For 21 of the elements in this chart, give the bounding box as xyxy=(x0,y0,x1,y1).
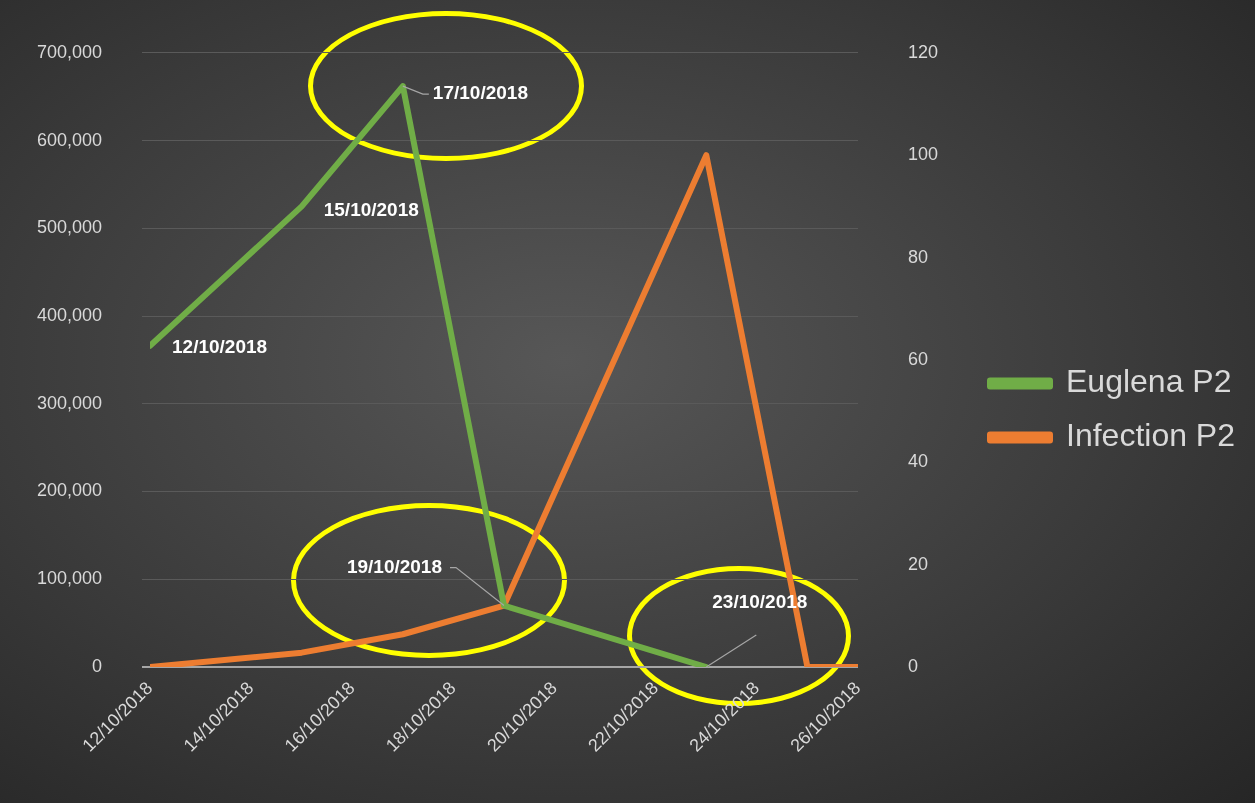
y2-tick-label: 120 xyxy=(908,41,939,62)
y2-tick-label: 80 xyxy=(908,246,929,267)
y2-tick-label: 0 xyxy=(908,655,919,676)
annotation: 17/10/2018 xyxy=(432,82,528,104)
y2-tick-label: 20 xyxy=(908,553,929,574)
y-tick-label: 700,000 xyxy=(36,41,102,62)
y2-tick-label: 40 xyxy=(908,451,929,472)
y-tick-label: 600,000 xyxy=(36,129,102,150)
y-tick-label: 400,000 xyxy=(36,305,102,325)
y-tick-label: 100,000 xyxy=(36,568,102,589)
y2-tick-label: 100 xyxy=(908,144,939,165)
annotation: 15/10/2018 xyxy=(323,198,419,220)
y2-tick-label: 60 xyxy=(908,348,929,369)
y-tick-label: 200,000 xyxy=(36,480,102,501)
y-tick-label: 0 xyxy=(91,655,102,676)
annotation: 19/10/2018 xyxy=(346,555,442,577)
y-tick-label: 500,000 xyxy=(36,217,102,238)
y-tick-label: 300,000 xyxy=(36,392,102,413)
legend-label: Infection P2 xyxy=(1066,417,1235,454)
legend-label: Euglena P2 xyxy=(1066,363,1232,400)
annotation: 12/10/2018 xyxy=(172,336,268,358)
